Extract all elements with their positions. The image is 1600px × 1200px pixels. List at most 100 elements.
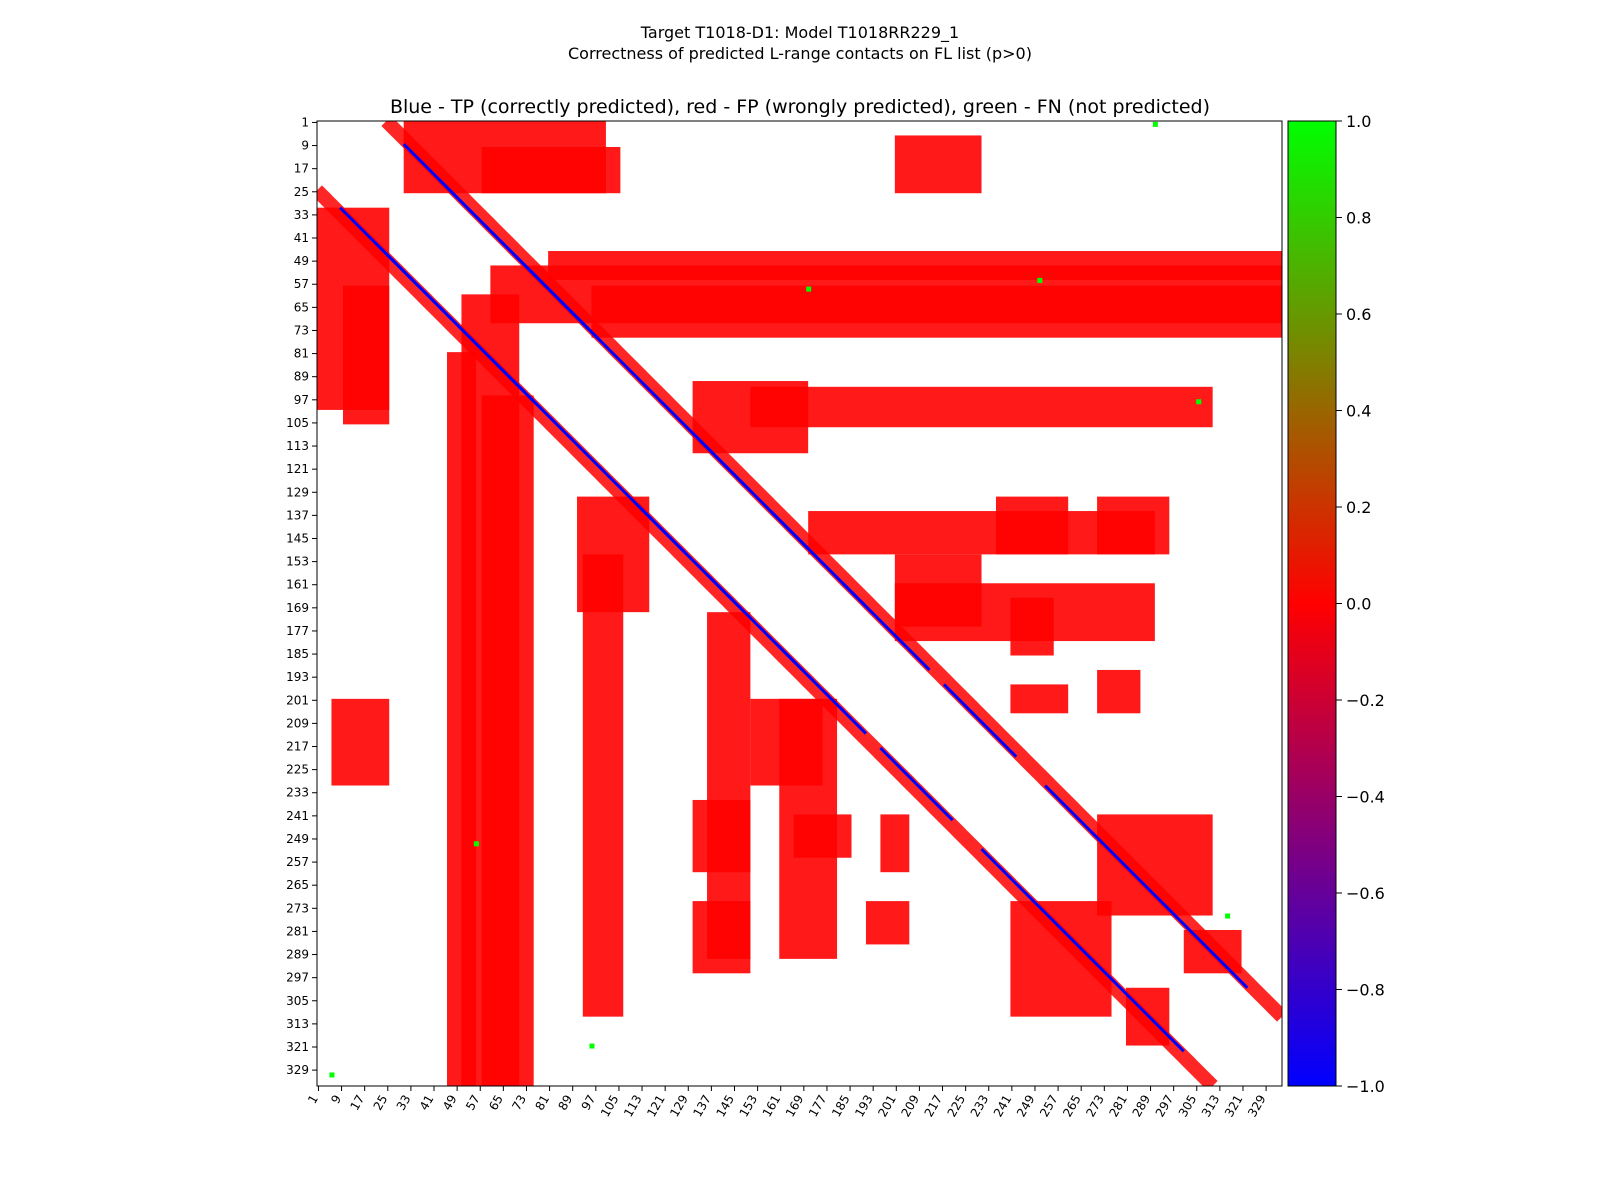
y-tick-label: 217	[286, 740, 309, 754]
y-tick-label: 321	[286, 1040, 309, 1054]
y-tick-label: 9	[301, 139, 309, 153]
x-tick-label: 281	[1106, 1093, 1130, 1120]
colorbar-tick-label: 1.0	[1346, 112, 1371, 131]
y-tick-label: 153	[286, 555, 309, 569]
fp-region-mirror	[1010, 901, 1112, 1017]
tp-segment	[1044, 784, 1162, 903]
fp-region	[750, 386, 1213, 428]
x-tick-label: 177	[806, 1093, 830, 1120]
y-tick-label: 33	[294, 208, 309, 222]
tp-segment	[980, 848, 1099, 966]
x-tick-label: 185	[829, 1093, 853, 1120]
x-tick-label: 265	[1060, 1093, 1084, 1120]
fn-point	[1196, 399, 1202, 405]
x-tick-label: 169	[783, 1093, 807, 1120]
x-tick-label: 33	[394, 1093, 414, 1113]
y-tick-label: 209	[286, 716, 309, 730]
fn-point	[473, 841, 479, 847]
fp-region-mirror	[403, 121, 606, 194]
x-tick-label: 329	[1245, 1093, 1269, 1120]
y-tick-label: 145	[286, 531, 309, 545]
x-tick-label: 161	[760, 1093, 784, 1120]
tp-segment	[841, 582, 931, 672]
y-tick-label: 305	[286, 994, 309, 1008]
x-tick-label: 97	[579, 1093, 599, 1113]
y-tick-label: 289	[286, 948, 309, 962]
fp-region	[865, 901, 910, 945]
y-tick-label: 89	[294, 370, 309, 384]
axes-title: Blue - TP (correctly predicted), red - F…	[390, 96, 1210, 118]
colorbar-tick-label: 0.2	[1346, 498, 1371, 517]
y-tick-label: 273	[286, 901, 309, 915]
colorbar-tick-label: −1.0	[1346, 1077, 1385, 1096]
y-tick-label: 265	[286, 878, 309, 892]
y-tick-label: 241	[286, 809, 309, 823]
y-tick-label: 17	[294, 162, 309, 176]
x-tick-label: 201	[875, 1093, 899, 1120]
colorbar-tick-label: −0.4	[1346, 788, 1385, 807]
fn-point	[329, 1072, 335, 1078]
fp-region-mirror	[1010, 684, 1069, 714]
y-tick-label: 297	[286, 971, 309, 985]
fp-region-mirror	[1097, 669, 1141, 714]
fp-region-mirror	[343, 285, 390, 425]
fp-region	[894, 135, 982, 194]
tp-segment	[1159, 900, 1249, 989]
fp-region	[1097, 814, 1213, 916]
y-tick-label: 25	[294, 185, 309, 199]
colorbar-tick-label: 0.0	[1346, 595, 1371, 614]
x-tick-label: 17	[348, 1093, 368, 1113]
x-tick-label: 257	[1037, 1093, 1061, 1120]
y-tick-label: 57	[294, 277, 309, 291]
colorbar-tick-label: 0.8	[1346, 209, 1371, 228]
fp-region-mirror	[707, 612, 751, 959]
fn-point	[1037, 277, 1043, 283]
fp-region-mirror	[894, 554, 982, 627]
tp-segment	[1096, 963, 1185, 1053]
fp-region-mirror	[779, 698, 838, 959]
fp-region-mirror	[490, 265, 1282, 324]
y-tick-label: 193	[286, 670, 309, 684]
colorbar-tick-label: 0.4	[1346, 402, 1371, 421]
tp-segment	[778, 645, 868, 735]
y-tick-label: 81	[294, 347, 309, 361]
x-tick-label: 233	[968, 1093, 992, 1120]
x-tick-label: 305	[1176, 1093, 1200, 1120]
colorbar	[1287, 120, 1337, 1087]
x-tick-label: 217	[922, 1093, 946, 1120]
x-tick-label: 81	[532, 1093, 552, 1113]
x-tick-label: 41	[417, 1093, 437, 1113]
fp-diagonal-band	[317, 185, 1218, 1086]
y-tick-label: 225	[286, 763, 309, 777]
x-tick-label: 313	[1199, 1093, 1223, 1120]
fp-region-mirror	[481, 395, 534, 1086]
fp-region-mirror	[1097, 496, 1170, 555]
y-tick-label: 1	[301, 115, 309, 129]
y-tick-label: 161	[286, 578, 309, 592]
y-tick-label: 281	[286, 924, 309, 938]
y-axis: 1 9 17 25 33 41 49 57 65 73 81 89 97 105 113 121 129 137 1…	[286, 115, 317, 1077]
x-tick-label: 65	[486, 1093, 506, 1113]
fn-point	[806, 286, 812, 292]
y-tick-label: 105	[286, 416, 309, 430]
y-tick-label: 65	[294, 300, 309, 314]
x-tick-label: 73	[509, 1093, 529, 1113]
x-tick-label: 121	[644, 1093, 668, 1120]
fp-diagonal-band	[381, 121, 1282, 1022]
fn-point	[1152, 121, 1158, 127]
tp-segment	[879, 746, 954, 822]
x-tick-label: 25	[371, 1093, 391, 1113]
contact-marks	[317, 121, 1282, 1086]
y-tick-label: 185	[286, 647, 309, 661]
y-tick-label: 129	[286, 485, 309, 499]
y-tick-label: 73	[294, 323, 309, 337]
x-tick-label: 9	[328, 1093, 344, 1107]
fn-point	[589, 1043, 595, 1049]
fp-region-mirror	[447, 352, 476, 1086]
x-tick-label: 57	[463, 1093, 483, 1113]
colorbar-axis: 1.0 0.8 0.6 0.4 0.2 0.0 −0.2 −0.4 −0.6 −0.8 −1.0	[1336, 112, 1385, 1096]
fp-region-mirror	[995, 496, 1069, 555]
y-tick-label: 257	[286, 855, 309, 869]
x-tick-label: 153	[737, 1093, 761, 1120]
y-tick-label: 329	[286, 1063, 309, 1077]
